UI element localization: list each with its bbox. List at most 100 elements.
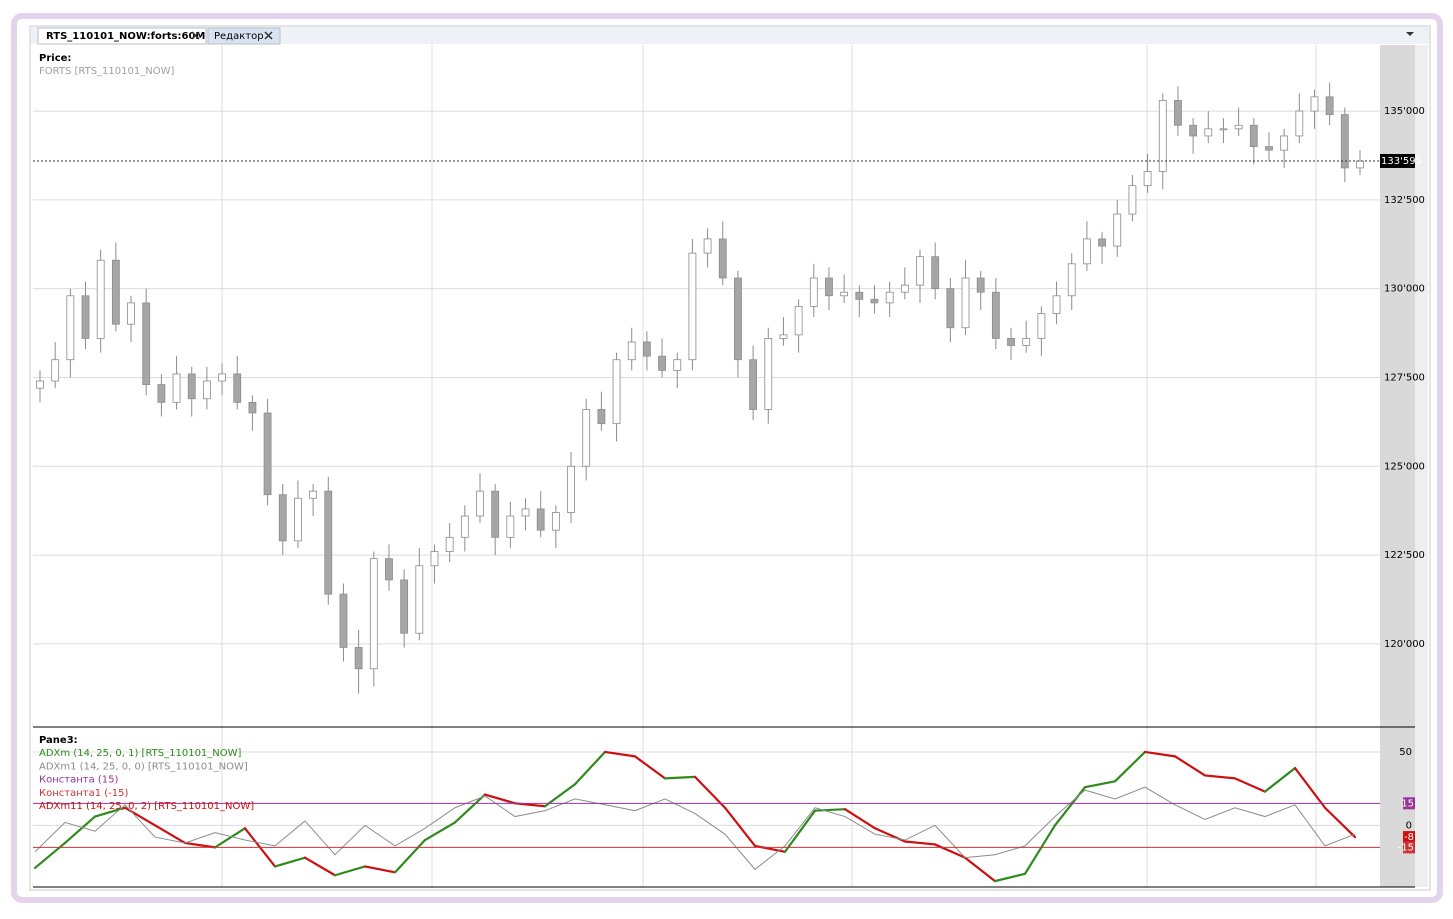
indicator-segment xyxy=(183,841,217,849)
candle-body xyxy=(1052,295,1061,314)
indicator-segment xyxy=(633,755,667,780)
candle-body xyxy=(794,306,803,336)
tab-label[interactable]: Редактор xyxy=(214,31,264,42)
candle-body xyxy=(870,298,879,304)
indicator-segment xyxy=(933,843,967,859)
value-box xyxy=(1403,831,1415,844)
candle-body xyxy=(1082,238,1091,265)
legend-entry: ADXm11 (14, 25, 0, 2) [RTS_110101_NOW] xyxy=(39,801,254,812)
candle-body xyxy=(885,291,894,304)
indicator-segment xyxy=(483,793,517,805)
indicator-segment xyxy=(813,808,847,812)
indicator-segment xyxy=(903,840,937,846)
candle-body xyxy=(1007,338,1015,346)
indicator-segment xyxy=(963,856,997,883)
indicator-segment xyxy=(693,775,727,809)
y-tick-label: 122'500 xyxy=(1384,550,1425,561)
candle-body xyxy=(506,515,515,538)
value-label: -15 xyxy=(1398,842,1414,853)
candle-body xyxy=(385,558,393,581)
candle-body xyxy=(931,256,940,290)
candle-body xyxy=(1280,135,1289,151)
candle-body xyxy=(673,359,682,371)
candle-body xyxy=(172,373,181,403)
candle-body xyxy=(1265,146,1273,151)
candle-body xyxy=(1037,313,1046,339)
dropdown-arrow[interactable] xyxy=(1406,32,1414,36)
candle-body xyxy=(1022,338,1031,346)
last-price-label: 133'595 xyxy=(1381,156,1422,167)
candle-body xyxy=(263,412,272,496)
candle-body xyxy=(51,359,60,382)
window xyxy=(29,25,1431,891)
indicator-segment xyxy=(453,793,487,824)
candle-body xyxy=(718,238,727,279)
candle-body xyxy=(127,302,135,325)
candle-body xyxy=(278,494,287,542)
candle-body xyxy=(567,465,575,513)
candle-body xyxy=(369,558,378,670)
candle-body xyxy=(66,295,75,361)
candle-body xyxy=(1113,213,1122,247)
candle-body xyxy=(1174,100,1182,126)
indicator-segment xyxy=(843,808,877,830)
tab-bar xyxy=(31,27,1429,44)
candle-body xyxy=(1098,238,1106,247)
y-tick-label: 132'500 xyxy=(1384,195,1425,206)
tab-close[interactable] xyxy=(264,31,273,40)
candle-body xyxy=(825,277,833,297)
indicator-segment xyxy=(1263,767,1297,793)
indicator-segment xyxy=(153,824,187,845)
candle-body xyxy=(779,334,788,339)
pane-title: Price: xyxy=(39,53,71,64)
candle-body xyxy=(339,593,348,648)
indicator-segment xyxy=(573,750,607,786)
indicator-segment xyxy=(1293,767,1327,809)
candle-body xyxy=(688,252,697,361)
candle-body xyxy=(991,291,1000,339)
legend-entry: Константа1 (-15) xyxy=(39,788,128,799)
candle-body xyxy=(1128,185,1137,215)
candle-body xyxy=(157,384,166,403)
candle-body xyxy=(658,355,666,371)
scrollbar[interactable] xyxy=(1415,45,1428,887)
candle-body xyxy=(142,302,151,385)
indicator-segment xyxy=(213,827,247,849)
candle-body xyxy=(976,277,985,293)
indicator-line xyxy=(34,786,1356,871)
indicator-segment xyxy=(423,821,457,842)
candle-body xyxy=(476,490,484,517)
candle-body xyxy=(597,409,606,425)
candle-body xyxy=(1204,128,1213,137)
candle-body xyxy=(1356,160,1364,169)
tab[interactable] xyxy=(207,27,281,45)
indicator-segment xyxy=(783,809,817,853)
pane-title: Pane3: xyxy=(39,735,78,746)
tab-active[interactable] xyxy=(37,27,207,45)
candle-body xyxy=(445,536,454,552)
candle-body xyxy=(415,565,424,634)
indicator-segment xyxy=(993,872,1027,883)
tab-close[interactable] xyxy=(191,31,200,40)
candle-body xyxy=(582,409,591,467)
candle-body xyxy=(202,380,211,400)
candle-body xyxy=(324,490,333,595)
candle-body xyxy=(1249,124,1258,147)
candle-body xyxy=(1219,128,1228,131)
candle-body xyxy=(840,291,849,297)
candle-body xyxy=(491,490,500,538)
value-label: -8 xyxy=(1404,832,1414,843)
y-tick-label: 135'000 xyxy=(1384,106,1425,117)
indicator-segment xyxy=(333,865,367,877)
candle-body xyxy=(248,401,257,414)
indicator-segment xyxy=(63,815,97,845)
indicator-segment xyxy=(1113,750,1147,783)
indicator-segment xyxy=(1023,824,1057,875)
indicator-segment xyxy=(723,806,757,847)
candle-body xyxy=(81,295,90,339)
candle-body xyxy=(1189,124,1198,137)
legend-entry: ADXm (14, 25, 0, 1) [RTS_110101_NOW] xyxy=(39,748,242,759)
candle-body xyxy=(946,288,955,329)
candle-body xyxy=(430,551,439,567)
tab-label[interactable]: RTS_110101_NOW:forts:60M xyxy=(46,31,205,42)
